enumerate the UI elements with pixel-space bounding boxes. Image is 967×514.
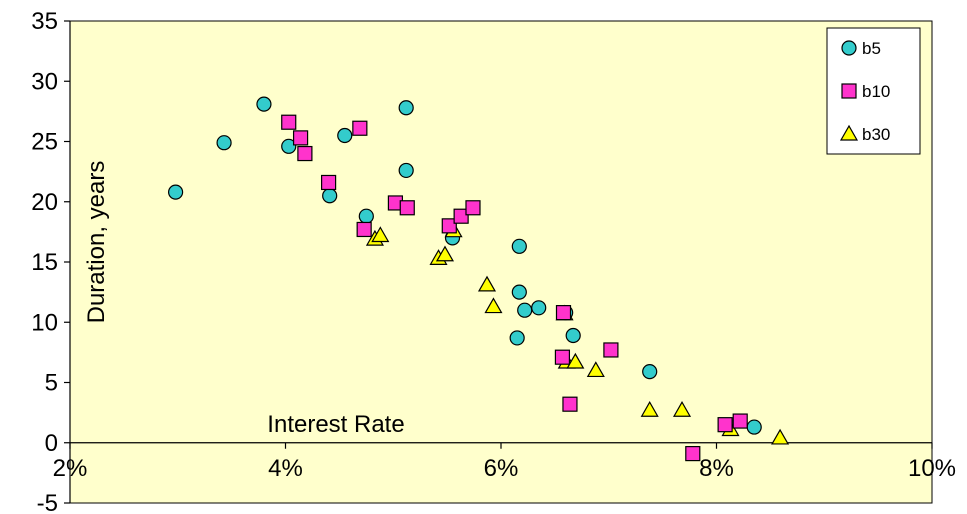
y-axis: -5 0 5 10 15 20 25 30 35 (31, 8, 71, 514)
b10-point (352, 120, 368, 136)
b10-point (453, 208, 469, 224)
b5-point (337, 127, 353, 144)
b5-point (642, 364, 658, 380)
legend: b5 b10 b30 (826, 27, 921, 155)
b30-point (640, 401, 659, 417)
b10-point (281, 114, 297, 130)
b10-point (554, 349, 571, 365)
y-tick-label: 30 (31, 68, 58, 95)
legend-b5-marker (841, 40, 857, 56)
b10-point (321, 174, 337, 191)
plot-border (69, 20, 933, 504)
legend-b30-marker (839, 124, 859, 141)
b10-point (555, 305, 572, 321)
b30-point (371, 226, 390, 243)
y-tick-label: 10 (31, 309, 58, 336)
y-tick-label: 5 (45, 370, 58, 397)
b5-point (565, 327, 581, 344)
b5-point (358, 208, 374, 224)
b5-point (398, 162, 414, 179)
data-markers (167, 96, 790, 462)
b10-point (465, 200, 481, 216)
b5-point (398, 100, 414, 116)
y-axis-title: Duration, years (83, 161, 110, 324)
x-tick-label: 8% (699, 455, 734, 482)
b5-point (511, 284, 527, 300)
b10-point (732, 413, 748, 429)
b30-point (586, 361, 605, 378)
legend-b30-label: b30 (862, 125, 890, 144)
b10-point (685, 445, 701, 462)
b30-point (435, 245, 455, 262)
b10-point (297, 145, 313, 162)
y-tick-label: -5 (37, 490, 58, 514)
y-tick-label: 0 (45, 430, 58, 457)
b10-point (399, 200, 415, 216)
b10-point (717, 417, 733, 433)
b10-point (292, 130, 309, 146)
b5-point (746, 419, 762, 435)
b5-point (531, 300, 547, 316)
b5-point (509, 330, 525, 346)
x-tick-label: 4% (268, 455, 303, 482)
b10-point (356, 221, 372, 238)
b30-point (771, 428, 790, 445)
b10-point (441, 218, 457, 234)
b5-point (167, 184, 184, 200)
x-axis-title: Interest Rate (267, 411, 404, 438)
x-tick-label: 6% (484, 455, 519, 482)
b5-point (281, 138, 297, 154)
b5-point (517, 302, 533, 318)
b30-point (566, 352, 585, 369)
y-tick-label: 15 (31, 249, 58, 276)
b10-point (562, 396, 578, 412)
b5-point (216, 135, 232, 151)
b5-point (256, 96, 272, 112)
b30-point (484, 297, 503, 314)
y-tick-label: 25 (31, 129, 58, 156)
legend-b5-label: b5 (862, 39, 881, 58)
legend-b10-label: b10 (862, 82, 890, 101)
b10-point (603, 342, 619, 358)
y-tick-label: 35 (31, 8, 58, 35)
plot-area (70, 21, 932, 503)
b30-point (672, 401, 692, 417)
b30-point (477, 275, 497, 292)
b5-point (322, 188, 338, 204)
y-tick-label: 20 (31, 189, 58, 216)
legend-b10-marker (841, 83, 857, 99)
b5-point (511, 238, 527, 254)
